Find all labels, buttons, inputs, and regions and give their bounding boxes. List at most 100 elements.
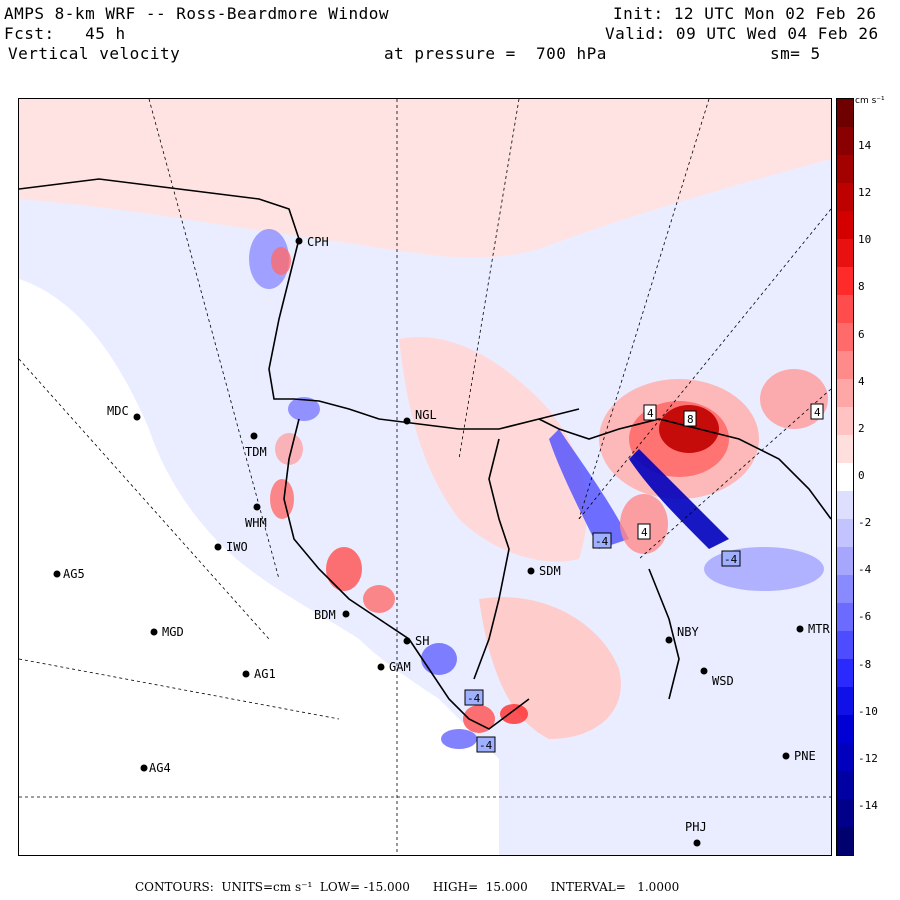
station-phj: PHJ [685, 820, 707, 847]
contour-label: -4 [464, 689, 484, 706]
pressure-level: at pressure = 700 hPa [384, 44, 607, 63]
colorbar-tick-label: -4 [858, 563, 872, 577]
valid-time: Valid: 09 UTC Wed 04 Feb 26 [605, 24, 879, 43]
station-ag5: AG5 [53, 567, 85, 581]
colorbar-tick-label: -14 [858, 799, 878, 812]
station-ag4: AG4 [140, 761, 171, 775]
map-svg: CPH MDC NGL TDM WHM IWO AG5 SDM BDM MGD … [19, 99, 831, 855]
smoothing: sm= 5 [770, 44, 821, 63]
colorbar-segment [837, 127, 853, 155]
svg-text:SDM: SDM [539, 564, 561, 578]
contour-label: -4 [592, 532, 612, 549]
colorbar-segment [837, 491, 853, 519]
map-panel: CPH MDC NGL TDM WHM IWO AG5 SDM BDM MGD … [18, 98, 832, 856]
forecast-label: Fcst: 45 h [4, 24, 126, 43]
colorbar [836, 98, 854, 856]
station-mtr: MTR [796, 622, 830, 636]
colorbar-segment [837, 99, 853, 127]
station-iwo: IWO [214, 540, 248, 554]
colorbar-tick-label: -8 [858, 657, 872, 671]
svg-text:SH: SH [415, 634, 429, 648]
colorbar-segment [837, 743, 853, 771]
station-gam: GAM [377, 660, 411, 674]
svg-text:-4: -4 [724, 553, 738, 566]
colorbar-segment [837, 295, 853, 323]
colorbar-segment [837, 827, 853, 855]
svg-text:-4: -4 [467, 692, 481, 705]
transantarctic-features [249, 229, 528, 749]
contour-label: -4 [476, 736, 496, 753]
contour-labels: 4 8 4 -4 -4 4 -4 -4 [464, 403, 824, 753]
colorbar-tick-label: 10 [858, 233, 872, 247]
colorbar-segment [837, 379, 853, 407]
colorbar-segment [837, 183, 853, 211]
svg-text:AG1: AG1 [254, 667, 276, 681]
svg-text:MTR: MTR [808, 622, 830, 636]
station-sh: SH [403, 634, 429, 648]
colorbar-segment [837, 407, 853, 435]
colorbar-segment [837, 519, 853, 547]
weak-ascent-region-center [399, 337, 587, 562]
svg-text:NGL: NGL [415, 408, 437, 422]
colorbar-segment [837, 715, 853, 743]
svg-text:NBY: NBY [677, 625, 699, 639]
colorbar-segment [837, 155, 853, 183]
colorbar-tick-label: 12 [858, 186, 872, 200]
ascent-region-south [479, 597, 621, 739]
colorbar-segment [837, 687, 853, 715]
colorbar-tick-label: 14 [858, 139, 872, 152]
colorbar-segment [837, 239, 853, 267]
colorbar-units: cm s⁻¹ [855, 96, 885, 106]
station-cph: CPH [295, 235, 329, 249]
station-nby: NBY [665, 625, 699, 644]
station-ag1: AG1 [242, 667, 276, 681]
colorbar-segment [837, 771, 853, 799]
contour-label: 4 [643, 404, 657, 421]
colorbar-segment [837, 435, 853, 463]
station-ngl: NGL [403, 408, 437, 425]
station-sdm: SDM [527, 564, 561, 578]
coastlines [19, 178, 831, 730]
svg-text:-4: -4 [595, 535, 609, 548]
title: AMPS 8-km WRF -- Ross-Beardmore Window [4, 4, 390, 23]
svg-text:MGD: MGD [162, 625, 184, 639]
forecast-label-text: Fcst: [4, 24, 55, 43]
colorbar-segment [837, 799, 853, 827]
colorbar-tick-label: 4 [858, 374, 865, 388]
footer-contours: CONTOURS: UNITS=cm s⁻¹ LOW= -15.000 HIGH… [135, 880, 680, 894]
colorbar-tick-label: 8 [858, 280, 865, 294]
colorbar-tick-label: 6 [858, 327, 865, 341]
svg-text:MDC: MDC [107, 404, 129, 418]
graticule [19, 99, 831, 855]
svg-text:AG4: AG4 [149, 761, 171, 775]
svg-text:WSD: WSD [712, 674, 734, 688]
station-tdm: TDM [245, 432, 267, 459]
svg-text:8: 8 [687, 413, 694, 426]
colorbar-tick-label: 2 [858, 421, 865, 435]
svg-text:AG5: AG5 [63, 567, 85, 581]
colorbar-tick-label: -10 [858, 704, 878, 718]
station-mgd: MGD [150, 625, 184, 639]
svg-text:PHJ: PHJ [685, 820, 707, 834]
station-markers: CPH MDC NGL TDM WHM IWO AG5 SDM BDM MGD … [53, 235, 830, 847]
forecast-hours: 45 h [85, 24, 126, 43]
colorbar-segment [837, 323, 853, 351]
svg-text:4: 4 [641, 526, 648, 539]
init-time: Init: 12 UTC Mon 02 Feb 26 [613, 4, 877, 23]
svg-text:4: 4 [814, 406, 821, 419]
svg-text:BDM: BDM [314, 608, 336, 622]
colorbar-segment [837, 463, 853, 491]
svg-text:TDM: TDM [245, 445, 267, 459]
svg-text:GAM: GAM [389, 660, 411, 674]
colorbar-segment [837, 631, 853, 659]
colorbar-segment [837, 575, 853, 603]
field-name: Vertical velocity [8, 44, 181, 63]
svg-text:4: 4 [647, 407, 654, 420]
colorbar-tick-label: -2 [858, 516, 872, 530]
contour-label: 4 [637, 523, 651, 540]
colorbar-segment [837, 547, 853, 575]
station-mdc: MDC [107, 404, 141, 421]
contour-label: -4 [721, 550, 741, 567]
colorbar-segment [837, 211, 853, 239]
station-wsd: WSD [700, 667, 734, 688]
